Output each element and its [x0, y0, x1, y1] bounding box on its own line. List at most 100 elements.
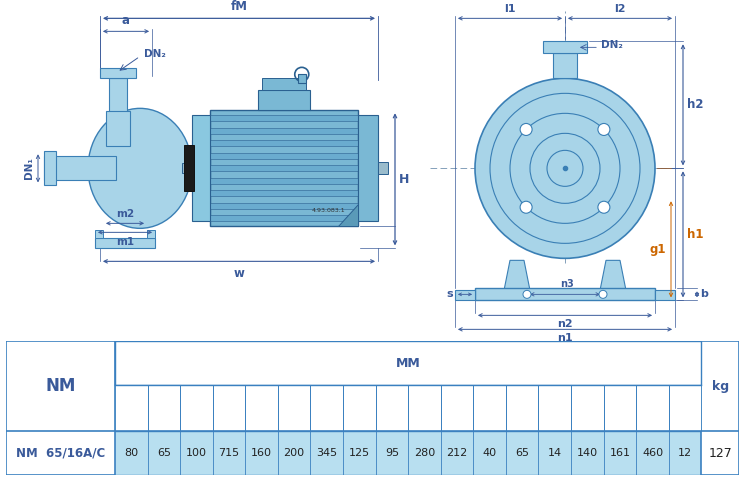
Text: DN₂: DN₂	[144, 49, 166, 59]
Bar	[210, 115, 358, 121]
Text: h2: h2	[687, 98, 703, 111]
Text: 65: 65	[516, 448, 529, 458]
Text: 200: 200	[284, 448, 305, 458]
Bar	[506, 385, 539, 431]
Bar	[212, 385, 245, 431]
Circle shape	[598, 201, 610, 213]
Text: a: a	[122, 14, 130, 27]
Text: n2: n2	[450, 403, 464, 413]
Polygon shape	[598, 261, 628, 300]
Bar	[343, 385, 375, 431]
Circle shape	[475, 79, 655, 258]
Bar	[408, 385, 441, 431]
Text: 14: 14	[548, 448, 562, 458]
Text: NM  65/16A/C: NM 65/16A/C	[16, 446, 105, 460]
Bar	[95, 239, 155, 248]
Bar	[6, 341, 115, 475]
Text: b: b	[519, 403, 526, 413]
Text: DN₁: DN₁	[24, 158, 34, 179]
Bar	[455, 290, 475, 300]
Text: s: s	[446, 289, 453, 299]
Bar	[571, 385, 603, 431]
Bar	[473, 385, 506, 431]
Text: w: w	[648, 403, 657, 413]
Bar	[210, 140, 358, 147]
Bar	[245, 385, 278, 431]
Bar	[100, 68, 136, 79]
Text: h1: h1	[255, 403, 268, 413]
Bar	[543, 41, 587, 53]
Bar	[184, 145, 194, 191]
Bar	[655, 290, 675, 300]
Text: DN₂: DN₂	[601, 40, 623, 50]
Circle shape	[599, 290, 607, 298]
Polygon shape	[502, 261, 532, 300]
Bar	[701, 341, 739, 475]
Bar	[210, 128, 358, 134]
Text: a: a	[193, 403, 200, 413]
Text: 12: 12	[678, 448, 692, 458]
Bar	[115, 385, 148, 431]
Text: fM: fM	[230, 0, 247, 13]
Text: 65: 65	[156, 448, 171, 458]
Bar	[210, 178, 358, 184]
Text: MM: MM	[396, 356, 420, 370]
Bar	[44, 151, 56, 185]
Text: l1: l1	[583, 403, 592, 413]
Bar	[44, 156, 116, 181]
Bar	[258, 91, 310, 110]
Bar	[311, 385, 343, 431]
Text: 160: 160	[251, 448, 272, 458]
Text: n2: n2	[557, 319, 573, 330]
Bar	[210, 216, 358, 221]
Bar	[95, 230, 103, 239]
Text: 280: 280	[413, 448, 435, 458]
Text: fM: fM	[222, 403, 236, 413]
Bar	[475, 288, 655, 300]
Text: 212: 212	[446, 448, 468, 458]
Bar	[182, 163, 192, 173]
Bar	[636, 385, 669, 431]
Text: n1: n1	[557, 333, 573, 343]
Text: m1: m1	[351, 403, 368, 413]
Text: 40: 40	[483, 448, 497, 458]
Text: NM: NM	[45, 377, 76, 395]
Bar	[441, 385, 473, 431]
Text: w: w	[234, 267, 244, 280]
Bar	[539, 385, 571, 431]
Text: l2: l2	[614, 4, 626, 14]
Bar	[358, 115, 378, 221]
Text: 345: 345	[316, 448, 337, 458]
Text: 460: 460	[642, 448, 663, 458]
Bar	[115, 341, 701, 385]
Text: DN2: DN2	[153, 403, 175, 413]
Bar	[147, 230, 155, 239]
Text: n3: n3	[483, 403, 496, 413]
Text: g1: g1	[678, 403, 692, 413]
Bar	[375, 385, 408, 431]
Text: kg: kg	[711, 379, 729, 393]
Bar	[106, 111, 130, 147]
Text: 715: 715	[218, 448, 240, 458]
Bar	[210, 165, 358, 171]
Text: H: H	[323, 403, 331, 413]
Bar	[553, 53, 577, 79]
Text: DN1: DN1	[120, 403, 142, 413]
Text: 100: 100	[186, 448, 207, 458]
Text: 125: 125	[349, 448, 370, 458]
Bar	[148, 385, 180, 431]
Text: H: H	[399, 173, 409, 186]
Text: 127: 127	[708, 446, 732, 460]
Text: l2: l2	[615, 403, 625, 413]
Text: 140: 140	[577, 448, 598, 458]
Bar	[210, 153, 358, 159]
Text: g1: g1	[650, 243, 666, 256]
Bar	[192, 115, 210, 221]
Text: m2: m2	[384, 403, 400, 413]
Bar	[192, 140, 210, 196]
Text: h1: h1	[687, 228, 703, 241]
Bar	[6, 431, 739, 475]
Text: 95: 95	[385, 448, 399, 458]
Bar	[180, 385, 212, 431]
Bar	[109, 79, 127, 116]
